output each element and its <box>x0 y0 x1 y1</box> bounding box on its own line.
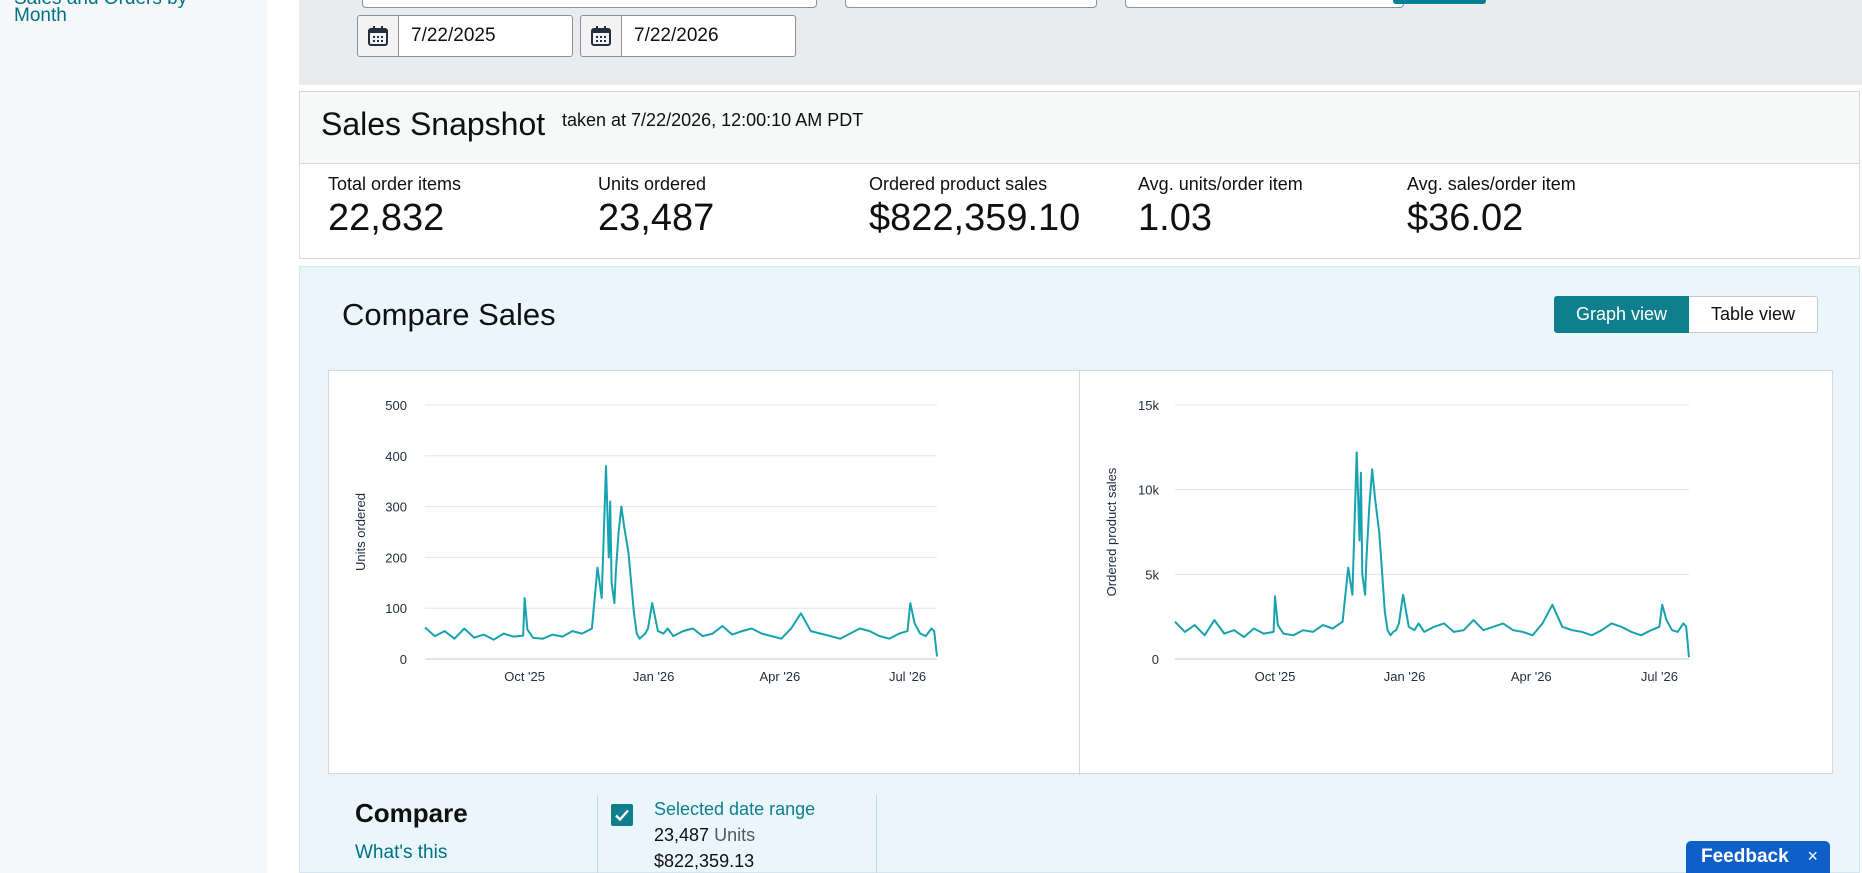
x-tick-label: Oct '25 <box>1255 669 1296 684</box>
metric-value: 1.03 <box>1138 197 1212 239</box>
units-value: 23,487 <box>654 825 710 845</box>
start-calendar-button[interactable] <box>357 15 399 57</box>
sidebar-link-line-2: Month <box>14 5 67 26</box>
left-sidebar: Sales and Orders by Month <box>0 0 267 873</box>
y-tick-label: 400 <box>385 449 407 464</box>
start-date-picker: 7/22/2025 <box>357 15 573 57</box>
series-line <box>424 465 938 657</box>
y-tick-label: 15k <box>1138 398 1159 413</box>
y-tick-label: 0 <box>1152 652 1159 667</box>
metric-total-order-items: Total order items 22,832 <box>328 174 461 240</box>
ordered-product-sales-chart: 0 5k 10k 15k Oct '25 Jan '26 Apr '26 Jul '26 Ord… <box>1104 398 1690 684</box>
feedback-label: Feedback <box>1701 846 1789 867</box>
start-date-value: 7/22/2025 <box>411 25 496 46</box>
x-tick-label: Apr '26 <box>759 669 800 684</box>
y-axis-title: Units ordered <box>353 493 368 571</box>
whats-this-link[interactable]: What's this <box>355 842 448 863</box>
metric-value: 23,487 <box>598 197 715 239</box>
units-word: Units <box>714 825 756 845</box>
metric-label: Avg. sales/order item <box>1407 174 1576 194</box>
selected-range-units: 23,487 Units <box>654 825 755 846</box>
filter-select-3[interactable] <box>1125 0 1404 8</box>
x-tick-label: Jul '26 <box>1641 669 1678 684</box>
filter-bar: 7/22/2025 7/22/2026 <box>299 0 1862 85</box>
snapshot-title: Sales Snapshot <box>321 106 546 142</box>
y-tick-label: 500 <box>385 398 407 413</box>
filter-select-2[interactable] <box>845 0 1097 8</box>
compare-legend-title: Compare <box>355 798 468 828</box>
metric-ordered-product-sales: Ordered product sales $822,359.10 <box>869 174 1080 240</box>
end-date-picker: 7/22/2026 <box>580 15 796 57</box>
metric-label: Total order items <box>328 174 462 194</box>
end-date-value: 7/22/2026 <box>634 25 719 46</box>
compare-sales-panel: Compare Sales Graph view Table view 0 100… <box>299 266 1860 873</box>
series-line <box>1174 451 1690 658</box>
end-date-input[interactable]: 7/22/2026 <box>622 15 796 57</box>
y-tick-label: 0 <box>400 652 407 667</box>
charts-container: 0 100 200 300 400 500 Oct '25 Jan '26 Apr '26 Jul… <box>328 370 1833 775</box>
apply-button[interactable] <box>1393 0 1486 4</box>
legend-divider <box>597 795 598 873</box>
calendar-icon <box>368 26 388 46</box>
compare-sales-title: Compare Sales <box>342 297 556 332</box>
close-icon[interactable]: × <box>1807 846 1818 866</box>
x-tick-label: Jan '26 <box>1384 669 1426 684</box>
end-calendar-button[interactable] <box>580 15 622 57</box>
sidebar-link-month[interactable]: Month <box>14 5 67 27</box>
selected-range-checkbox[interactable] <box>611 804 633 826</box>
sidebar-link-sales-orders-by-month[interactable]: Sales and Orders by <box>14 0 187 10</box>
x-tick-label: Jul '26 <box>889 669 926 684</box>
y-tick-label: 200 <box>385 550 407 565</box>
selected-range-sales: $822,359.13 <box>654 851 755 871</box>
metric-units-ordered: Units ordered 23,487 <box>598 174 714 240</box>
units-ordered-chart: 0 100 200 300 400 500 Oct '25 Jan '26 Apr '26 Jul… <box>353 398 938 684</box>
metric-avg-units-per-order-item: Avg. units/order item 1.03 <box>1138 174 1303 240</box>
y-tick-label: 10k <box>1138 483 1159 498</box>
graph-view-button[interactable]: Graph view <box>1554 296 1689 333</box>
calendar-icon <box>591 26 611 46</box>
x-tick-label: Apr '26 <box>1511 669 1552 684</box>
y-tick-label: 5k <box>1145 567 1159 582</box>
metric-value: $822,359.10 <box>869 197 1081 239</box>
metric-label: Avg. units/order item <box>1138 174 1303 194</box>
sidebar-link-line-1: Sales and Orders by <box>14 0 187 9</box>
y-tick-label: 100 <box>385 601 407 616</box>
snapshot-header: Sales Snapshot taken at 7/22/2026, 12:00… <box>300 92 1859 164</box>
chart-divider <box>1079 371 1080 775</box>
view-toggle: Graph view Table view <box>1554 296 1818 333</box>
metric-avg-sales-per-order-item: Avg. sales/order item $36.02 <box>1407 174 1576 240</box>
x-tick-label: Oct '25 <box>504 669 545 684</box>
checkmark-icon <box>615 809 629 822</box>
metric-label: Units ordered <box>598 174 707 194</box>
table-view-button[interactable]: Table view <box>1689 296 1818 333</box>
sales-snapshot-panel: Sales Snapshot taken at 7/22/2026, 12:00… <box>299 91 1860 259</box>
y-tick-label: 300 <box>385 500 407 515</box>
metric-value: $36.02 <box>1407 197 1524 239</box>
x-tick-label: Jan '26 <box>633 669 675 684</box>
metric-label: Ordered product sales <box>869 174 1048 194</box>
legend-divider <box>876 795 877 873</box>
feedback-button[interactable]: Feedback × <box>1686 841 1830 873</box>
selected-range-label: Selected date range <box>654 799 816 819</box>
start-date-input[interactable]: 7/22/2025 <box>399 15 573 57</box>
filter-select-1[interactable] <box>362 0 817 8</box>
metric-value: 22,832 <box>328 197 445 239</box>
y-axis-title: Ordered product sales <box>1104 467 1119 596</box>
snapshot-timestamp: taken at 7/22/2026, 12:00:10 AM PDT <box>562 110 864 130</box>
